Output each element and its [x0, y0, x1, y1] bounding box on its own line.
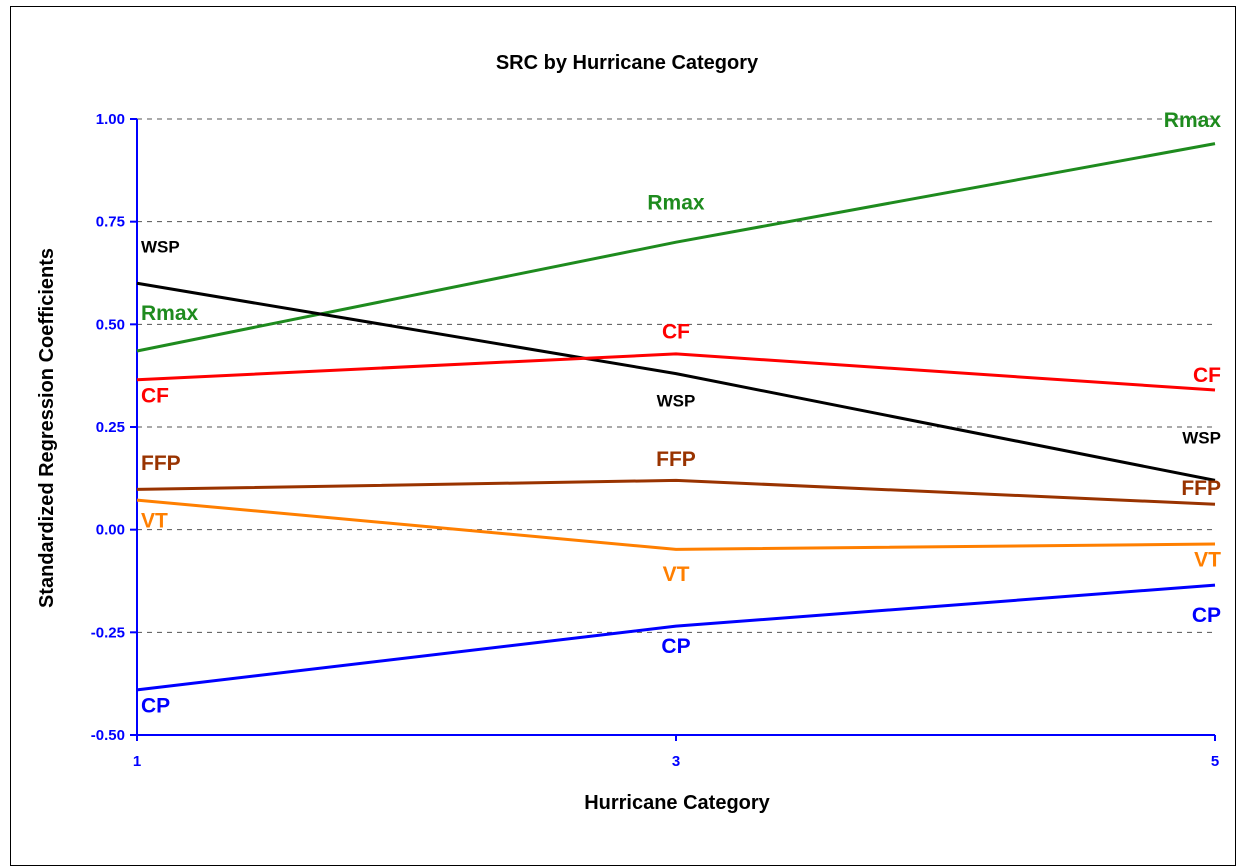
- series-lines: [136, 142, 1216, 692]
- series-line-wsp: [136, 281, 1216, 482]
- y-tick-label: 0.00: [96, 522, 125, 539]
- series-labels: Rmax Rmax Rmax WSP WSP WSP CF CF CF FFP FFP FFP VT VT…: [141, 109, 1221, 717]
- series-label-cp: CP: [661, 635, 690, 658]
- series-label-rmax: Rmax: [141, 302, 199, 325]
- x-tick-label: 5: [1211, 753, 1219, 770]
- series-label-wsp: WSP: [141, 237, 180, 256]
- y-tick-label: -0.25: [91, 624, 125, 641]
- y-tick-label: 1.00: [96, 111, 125, 128]
- x-tick-label: 3: [672, 753, 680, 770]
- series-label-ffp: FFP: [1181, 477, 1221, 500]
- series-label-cp: CP: [1192, 604, 1221, 627]
- series-label-cf: CF: [141, 384, 169, 407]
- y-tick-label: -0.50: [91, 727, 125, 744]
- y-axis-title: Standardized Regression Coefficients: [36, 248, 58, 608]
- y-tick-label: 0.50: [96, 316, 125, 333]
- series-label-vt: VT: [663, 563, 690, 586]
- series-line-cp: [136, 583, 1216, 692]
- series-line-ffp: [136, 478, 1216, 506]
- series-label-rmax: Rmax: [1164, 109, 1222, 132]
- chart-frame: [10, 6, 1236, 866]
- series-label-vt: VT: [1194, 549, 1221, 572]
- series-label-cp: CP: [141, 694, 170, 717]
- tick-labels: 1.00 0.75 0.50 0.25 0.00 -0.25 -0.50 1 3 5: [91, 111, 1219, 770]
- chart-title: SRC by Hurricane Category: [496, 52, 759, 74]
- series-label-cf: CF: [1193, 364, 1221, 387]
- series-label-ffp: FFP: [141, 452, 181, 475]
- x-axis-title: Hurricane Category: [584, 792, 770, 814]
- x-tick-label: 1: [133, 753, 141, 770]
- series-line-cf: [136, 352, 1216, 392]
- series-label-rmax: Rmax: [647, 191, 705, 214]
- y-tick-label: 0.75: [96, 214, 125, 231]
- series-label-wsp: WSP: [657, 391, 696, 410]
- series-label-vt: VT: [141, 510, 168, 533]
- line-chart: SRC by Hurricane Category Standardized R…: [36, 52, 1221, 814]
- series-line-vt: [136, 498, 1216, 551]
- y-tick-label: 0.25: [96, 419, 125, 436]
- series-label-wsp: WSP: [1182, 428, 1221, 447]
- axes: [130, 118, 1216, 741]
- series-label-ffp: FFP: [656, 448, 696, 471]
- series-label-cf: CF: [662, 321, 690, 344]
